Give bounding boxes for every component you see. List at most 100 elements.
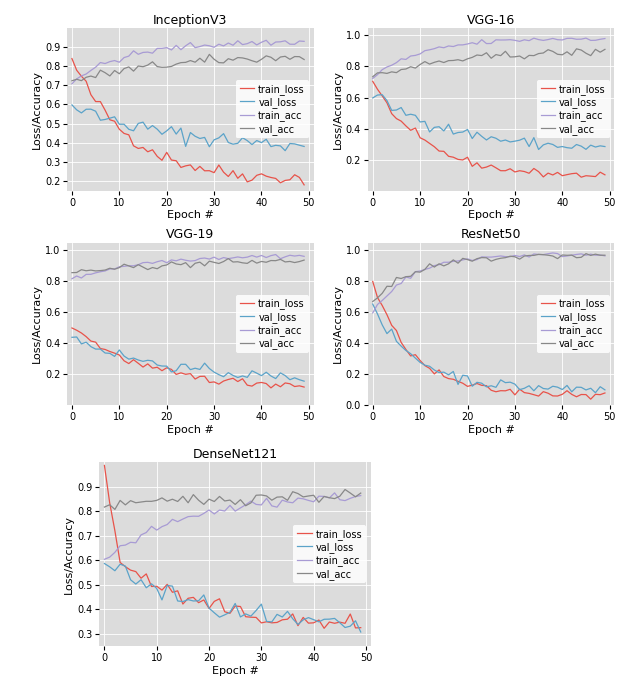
val_loss: [540, 141, 547, 149]
val_loss: [468, 134, 476, 143]
val_acc: [144, 265, 152, 274]
val_acc: [378, 69, 386, 77]
val_acc: [182, 58, 189, 67]
val_acc: [97, 266, 104, 274]
val_loss: [516, 136, 524, 144]
val_loss: [122, 562, 129, 570]
train_acc: [520, 251, 528, 259]
Line: train_loss: train_loss: [72, 328, 304, 388]
val_loss: [315, 617, 323, 626]
val_loss: [544, 139, 552, 148]
val_acc: [115, 263, 123, 272]
train_loss: [229, 374, 237, 383]
train_loss: [320, 624, 328, 633]
train_loss: [125, 131, 132, 139]
train_loss: [182, 161, 189, 170]
val_acc: [341, 485, 349, 493]
train_loss: [596, 168, 604, 176]
val_acc: [502, 254, 509, 262]
train_acc: [388, 61, 396, 69]
val_acc: [530, 51, 538, 60]
val_loss: [187, 128, 195, 137]
val_loss: [440, 368, 447, 376]
train_loss: [544, 169, 552, 177]
val_acc: [73, 75, 81, 83]
Title: DenseNet121: DenseNet121: [193, 448, 278, 461]
train_acc: [282, 37, 289, 45]
train_loss: [239, 375, 246, 383]
val_acc: [168, 62, 175, 71]
train_loss: [262, 379, 270, 387]
val_acc: [346, 489, 354, 497]
val_acc: [296, 257, 303, 265]
val_loss: [237, 613, 244, 621]
val_loss: [459, 128, 467, 137]
X-axis label: Epoch #: Epoch #: [468, 210, 515, 220]
val_acc: [83, 267, 90, 275]
train_loss: [431, 143, 438, 151]
train_loss: [248, 176, 256, 184]
val_acc: [229, 258, 237, 266]
val_acc: [468, 53, 476, 62]
val_loss: [582, 146, 590, 154]
val_acc: [163, 261, 170, 269]
val_loss: [549, 382, 557, 390]
val_acc: [196, 54, 204, 62]
train_loss: [305, 619, 312, 627]
train_loss: [563, 170, 571, 179]
train_loss: [383, 98, 391, 107]
Line: val_acc: val_acc: [372, 49, 605, 77]
train_loss: [563, 387, 571, 395]
train_acc: [73, 272, 81, 280]
val_acc: [492, 255, 500, 263]
train_acc: [247, 497, 255, 505]
train_loss: [369, 277, 376, 286]
train_acc: [554, 249, 561, 258]
train_loss: [483, 163, 490, 171]
train_acc: [568, 34, 575, 42]
train_loss: [497, 166, 504, 175]
val_acc: [559, 251, 566, 259]
train_loss: [101, 345, 109, 353]
train_acc: [392, 58, 400, 67]
train_loss: [247, 613, 255, 622]
train_acc: [234, 37, 242, 45]
val_acc: [143, 497, 150, 505]
val_loss: [83, 338, 90, 346]
train_acc: [239, 40, 246, 49]
train_loss: [351, 624, 359, 632]
val_acc: [201, 262, 209, 270]
val_acc: [520, 252, 528, 260]
val_acc: [87, 72, 95, 80]
val_loss: [397, 342, 405, 350]
val_acc: [582, 49, 590, 58]
val_loss: [535, 381, 543, 389]
val_acc: [179, 492, 187, 500]
val_loss: [563, 143, 571, 152]
X-axis label: Epoch #: Epoch #: [167, 210, 214, 220]
val_acc: [431, 263, 438, 271]
train_acc: [473, 40, 481, 49]
train_loss: [426, 365, 433, 373]
train_acc: [116, 542, 124, 550]
train_acc: [100, 555, 108, 563]
val_loss: [189, 597, 197, 605]
train_loss: [158, 367, 166, 375]
train_acc: [262, 36, 270, 44]
train_acc: [163, 258, 170, 267]
train_acc: [346, 494, 354, 502]
val_acc: [554, 254, 561, 263]
train_acc: [540, 36, 547, 44]
val_acc: [168, 258, 175, 266]
train_loss: [139, 363, 147, 371]
val_acc: [459, 57, 467, 65]
val_acc: [276, 255, 284, 263]
train_loss: [243, 177, 251, 186]
train_acc: [248, 252, 256, 260]
Line: train_loss: train_loss: [372, 281, 605, 399]
train_acc: [601, 252, 609, 260]
train_loss: [148, 364, 156, 372]
train_loss: [137, 574, 145, 582]
train_loss: [134, 144, 142, 152]
train_acc: [478, 35, 486, 44]
